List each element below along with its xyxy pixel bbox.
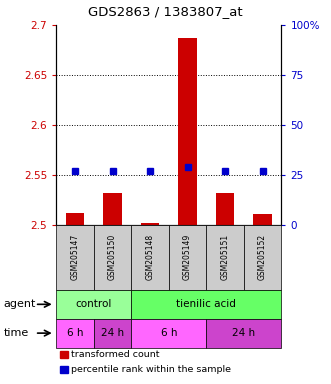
Text: GSM205148: GSM205148: [146, 234, 155, 280]
Bar: [103, 193, 122, 225]
Bar: [169, 225, 206, 290]
Bar: [60, 351, 68, 358]
Text: transformed count: transformed count: [71, 350, 159, 359]
Bar: [94, 225, 131, 290]
Text: GSM205151: GSM205151: [220, 234, 230, 280]
Bar: [94, 319, 131, 348]
Bar: [206, 319, 281, 348]
Bar: [66, 213, 84, 225]
Bar: [131, 290, 281, 319]
Bar: [60, 366, 68, 373]
Bar: [178, 38, 197, 225]
Bar: [56, 290, 131, 319]
Text: 6 h: 6 h: [161, 328, 177, 338]
Bar: [131, 319, 206, 348]
Text: GSM205149: GSM205149: [183, 234, 192, 280]
Bar: [56, 319, 94, 348]
Text: percentile rank within the sample: percentile rank within the sample: [71, 365, 230, 374]
Text: GSM205152: GSM205152: [258, 234, 267, 280]
Text: tienilic acid: tienilic acid: [176, 299, 236, 310]
Bar: [216, 193, 234, 225]
Text: GDS2863 / 1383807_at: GDS2863 / 1383807_at: [88, 5, 243, 18]
Bar: [253, 214, 272, 225]
Text: time: time: [3, 328, 28, 338]
Bar: [131, 225, 169, 290]
Text: GSM205147: GSM205147: [71, 234, 79, 280]
Text: agent: agent: [3, 299, 36, 310]
Bar: [206, 225, 244, 290]
Bar: [141, 223, 160, 225]
Text: GSM205150: GSM205150: [108, 234, 117, 280]
Text: 24 h: 24 h: [101, 328, 124, 338]
Text: 6 h: 6 h: [67, 328, 83, 338]
Bar: [244, 225, 281, 290]
Bar: [56, 225, 94, 290]
Text: control: control: [75, 299, 112, 310]
Text: 24 h: 24 h: [232, 328, 256, 338]
